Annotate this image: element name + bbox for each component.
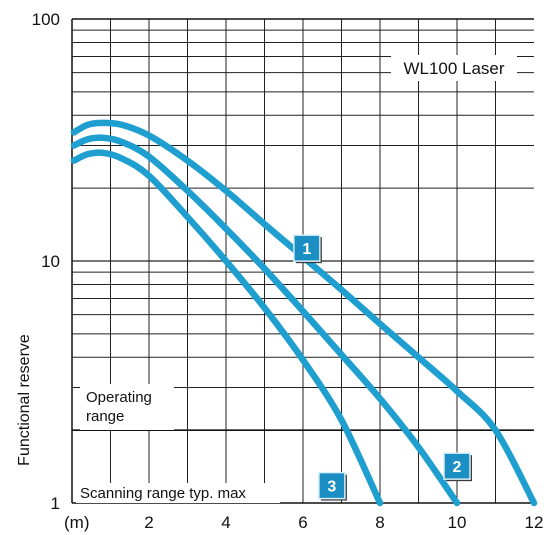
operating-range-box [80,384,174,430]
y-tick-label: 100 [32,10,60,29]
badge-1 [293,234,321,262]
title-box [391,55,517,81]
y-axis-label: Functional reserve [16,334,33,466]
series-line-3 [70,149,384,507]
scanning-range-box [76,483,280,503]
x-axis-unit-label: (m) [64,513,89,532]
x-tick-label: 4 [221,513,230,532]
y-tick-label: 1 [51,494,60,513]
badge-label-1: 1 [302,241,311,258]
series-lines [70,119,538,507]
x-tick-labels: 2 4 6 8 10 12 [144,513,543,532]
badge-label-2: 2 [453,459,462,476]
y-tick-label: 10 [41,252,60,271]
badge-3 [318,471,346,500]
x-tick-label: 2 [144,513,153,532]
y-tick-labels: 1 10 100 [32,10,60,513]
badge-label-3: 3 [327,479,336,496]
series-line-1 [70,119,538,507]
series-badges: 1 2 3 [293,234,472,501]
x-tick-label: 12 [525,513,544,532]
x-tick-label: 6 [298,513,307,532]
series-line-2 [70,134,461,507]
operating-range-line: range [86,408,124,425]
chart-title: WL100 Laser [403,59,504,78]
x-tick-label: 10 [448,513,467,532]
x-tick-label: 8 [375,513,384,532]
operating-range-line: Operating [86,389,152,406]
scanning-range-label: Scanning range typ. max [80,485,246,502]
badge-2 [443,452,471,480]
operating-range-label: Operating range [86,389,152,425]
